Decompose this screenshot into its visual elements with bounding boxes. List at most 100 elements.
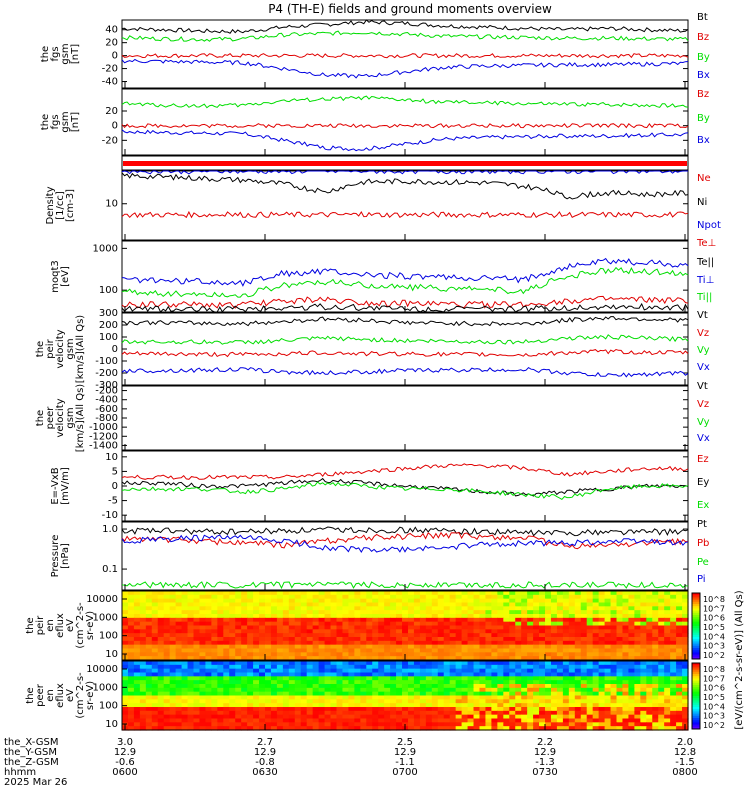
- heatmap-cell: [175, 640, 183, 646]
- heatmap-cell: [264, 718, 272, 723]
- heatmap-cell: [378, 687, 385, 693]
- heatmap-cell: [229, 602, 236, 607]
- colorbar-cell: [692, 689, 700, 693]
- heatmap-cell: [294, 703, 302, 708]
- heatmap-cell: [479, 722, 487, 727]
- heatmap-cell: [652, 614, 659, 619]
- ytick-label: 40: [105, 25, 118, 36]
- heatmap-cell: [133, 644, 141, 650]
- heatmap-cell: [402, 714, 409, 720]
- heatmap-cell: [479, 591, 487, 596]
- heatmap-cell: [300, 621, 308, 627]
- heatmap-cell: [658, 629, 665, 634]
- heatmap-cell: [360, 656, 367, 661]
- heatmap-cell: [163, 656, 171, 661]
- heatmap-cell: [556, 718, 564, 723]
- heatmap-cell: [455, 633, 463, 638]
- heatmap-cell: [127, 691, 135, 697]
- heatmap-cell: [366, 714, 373, 720]
- heatmap-cell: [437, 617, 445, 623]
- heatmap-cell: [282, 594, 290, 600]
- heatmap-cell: [616, 644, 624, 650]
- heatmap-cell: [187, 633, 195, 638]
- heatmap-cell: [610, 714, 618, 720]
- heatmap-cell: [676, 637, 683, 642]
- heatmap-cell: [652, 687, 659, 693]
- heatmap-cell: [247, 625, 254, 630]
- legend-Te: Te⊥: [696, 238, 716, 249]
- heatmap-cell: [396, 602, 403, 607]
- heatmap-cell: [515, 664, 522, 670]
- heatmap-cell: [556, 625, 564, 630]
- heatmap-cell: [407, 661, 415, 666]
- heatmap-cell: [592, 629, 600, 634]
- heatmap-cell: [419, 684, 427, 689]
- heatmap-cell: [664, 633, 671, 638]
- heatmap-cell: [229, 621, 236, 627]
- heatmap-cell: [509, 648, 516, 653]
- heatmap-cell: [556, 591, 564, 596]
- heatmap-cell: [217, 695, 224, 700]
- heatmap-cell: [413, 606, 421, 611]
- heatmap-cell: [646, 703, 653, 708]
- heatmap-cell: [378, 661, 385, 666]
- heatmap-cell: [628, 726, 635, 731]
- heatmap-cell: [658, 707, 665, 712]
- heatmap-cell: [247, 644, 254, 650]
- heatmap-cell: [586, 672, 594, 677]
- heatmap-cell: [366, 722, 373, 727]
- heatmap-cell: [407, 726, 415, 731]
- heatmap-cell: [402, 680, 409, 685]
- heatmap-cell: [515, 718, 522, 723]
- heatmap-cell: [253, 687, 260, 693]
- heatmap-cell: [598, 691, 606, 697]
- heatmap-cell: [235, 614, 242, 619]
- heatmap-cell: [533, 602, 540, 607]
- heatmap-cell: [527, 722, 534, 727]
- heatmap-cell: [133, 722, 141, 727]
- heatmap-cell: [175, 606, 183, 611]
- heatmap-cell: [354, 710, 361, 716]
- heatmap-cell: [223, 637, 230, 642]
- heatmap-cell: [127, 629, 135, 634]
- ytick-label: -100: [95, 356, 118, 367]
- heatmap-cell: [211, 707, 218, 712]
- heatmap-cell: [181, 722, 189, 727]
- ylabel-line: [eV]: [60, 266, 71, 287]
- heatmap-cell: [157, 710, 165, 716]
- heatmap-cell: [580, 602, 588, 607]
- heatmap-cell: [592, 726, 600, 731]
- heatmap-cell: [515, 726, 522, 731]
- heatmap-cell: [390, 691, 397, 697]
- heatmap-cell: [413, 656, 421, 661]
- heatmap-cell: [539, 591, 546, 596]
- heatmap-cell: [342, 640, 349, 646]
- heatmap-cell: [348, 672, 355, 677]
- heatmap-cell: [336, 602, 344, 607]
- heatmap-cell: [163, 606, 171, 611]
- heatmap-cell: [670, 714, 677, 720]
- heatmap-cell: [545, 691, 552, 697]
- heatmap-cell: [580, 606, 588, 611]
- heatmap-cell: [479, 707, 487, 712]
- heatmap-cell: [419, 722, 427, 727]
- heatmap-cell: [133, 714, 141, 720]
- heatmap-cell: [443, 610, 451, 615]
- heatmap-cell: [378, 680, 385, 685]
- heatmap-cell: [670, 640, 677, 646]
- heatmap-cell: [556, 606, 564, 611]
- heatmap-cell: [241, 695, 248, 700]
- heatmap-cell: [348, 676, 355, 681]
- heatmap-cell: [384, 614, 391, 619]
- heatmap-cell: [384, 594, 391, 600]
- heatmap-cell: [378, 691, 385, 697]
- heatmap-cell: [550, 664, 558, 670]
- heatmap-cell: [330, 710, 338, 716]
- heatmap-cell: [461, 633, 469, 638]
- ylabel-line: E=-VxB: [50, 467, 61, 504]
- heatmap-cell: [354, 621, 361, 627]
- heatmap-cell: [378, 710, 385, 716]
- heatmap-cell: [229, 610, 236, 615]
- legend-Ez: Ez: [697, 454, 709, 465]
